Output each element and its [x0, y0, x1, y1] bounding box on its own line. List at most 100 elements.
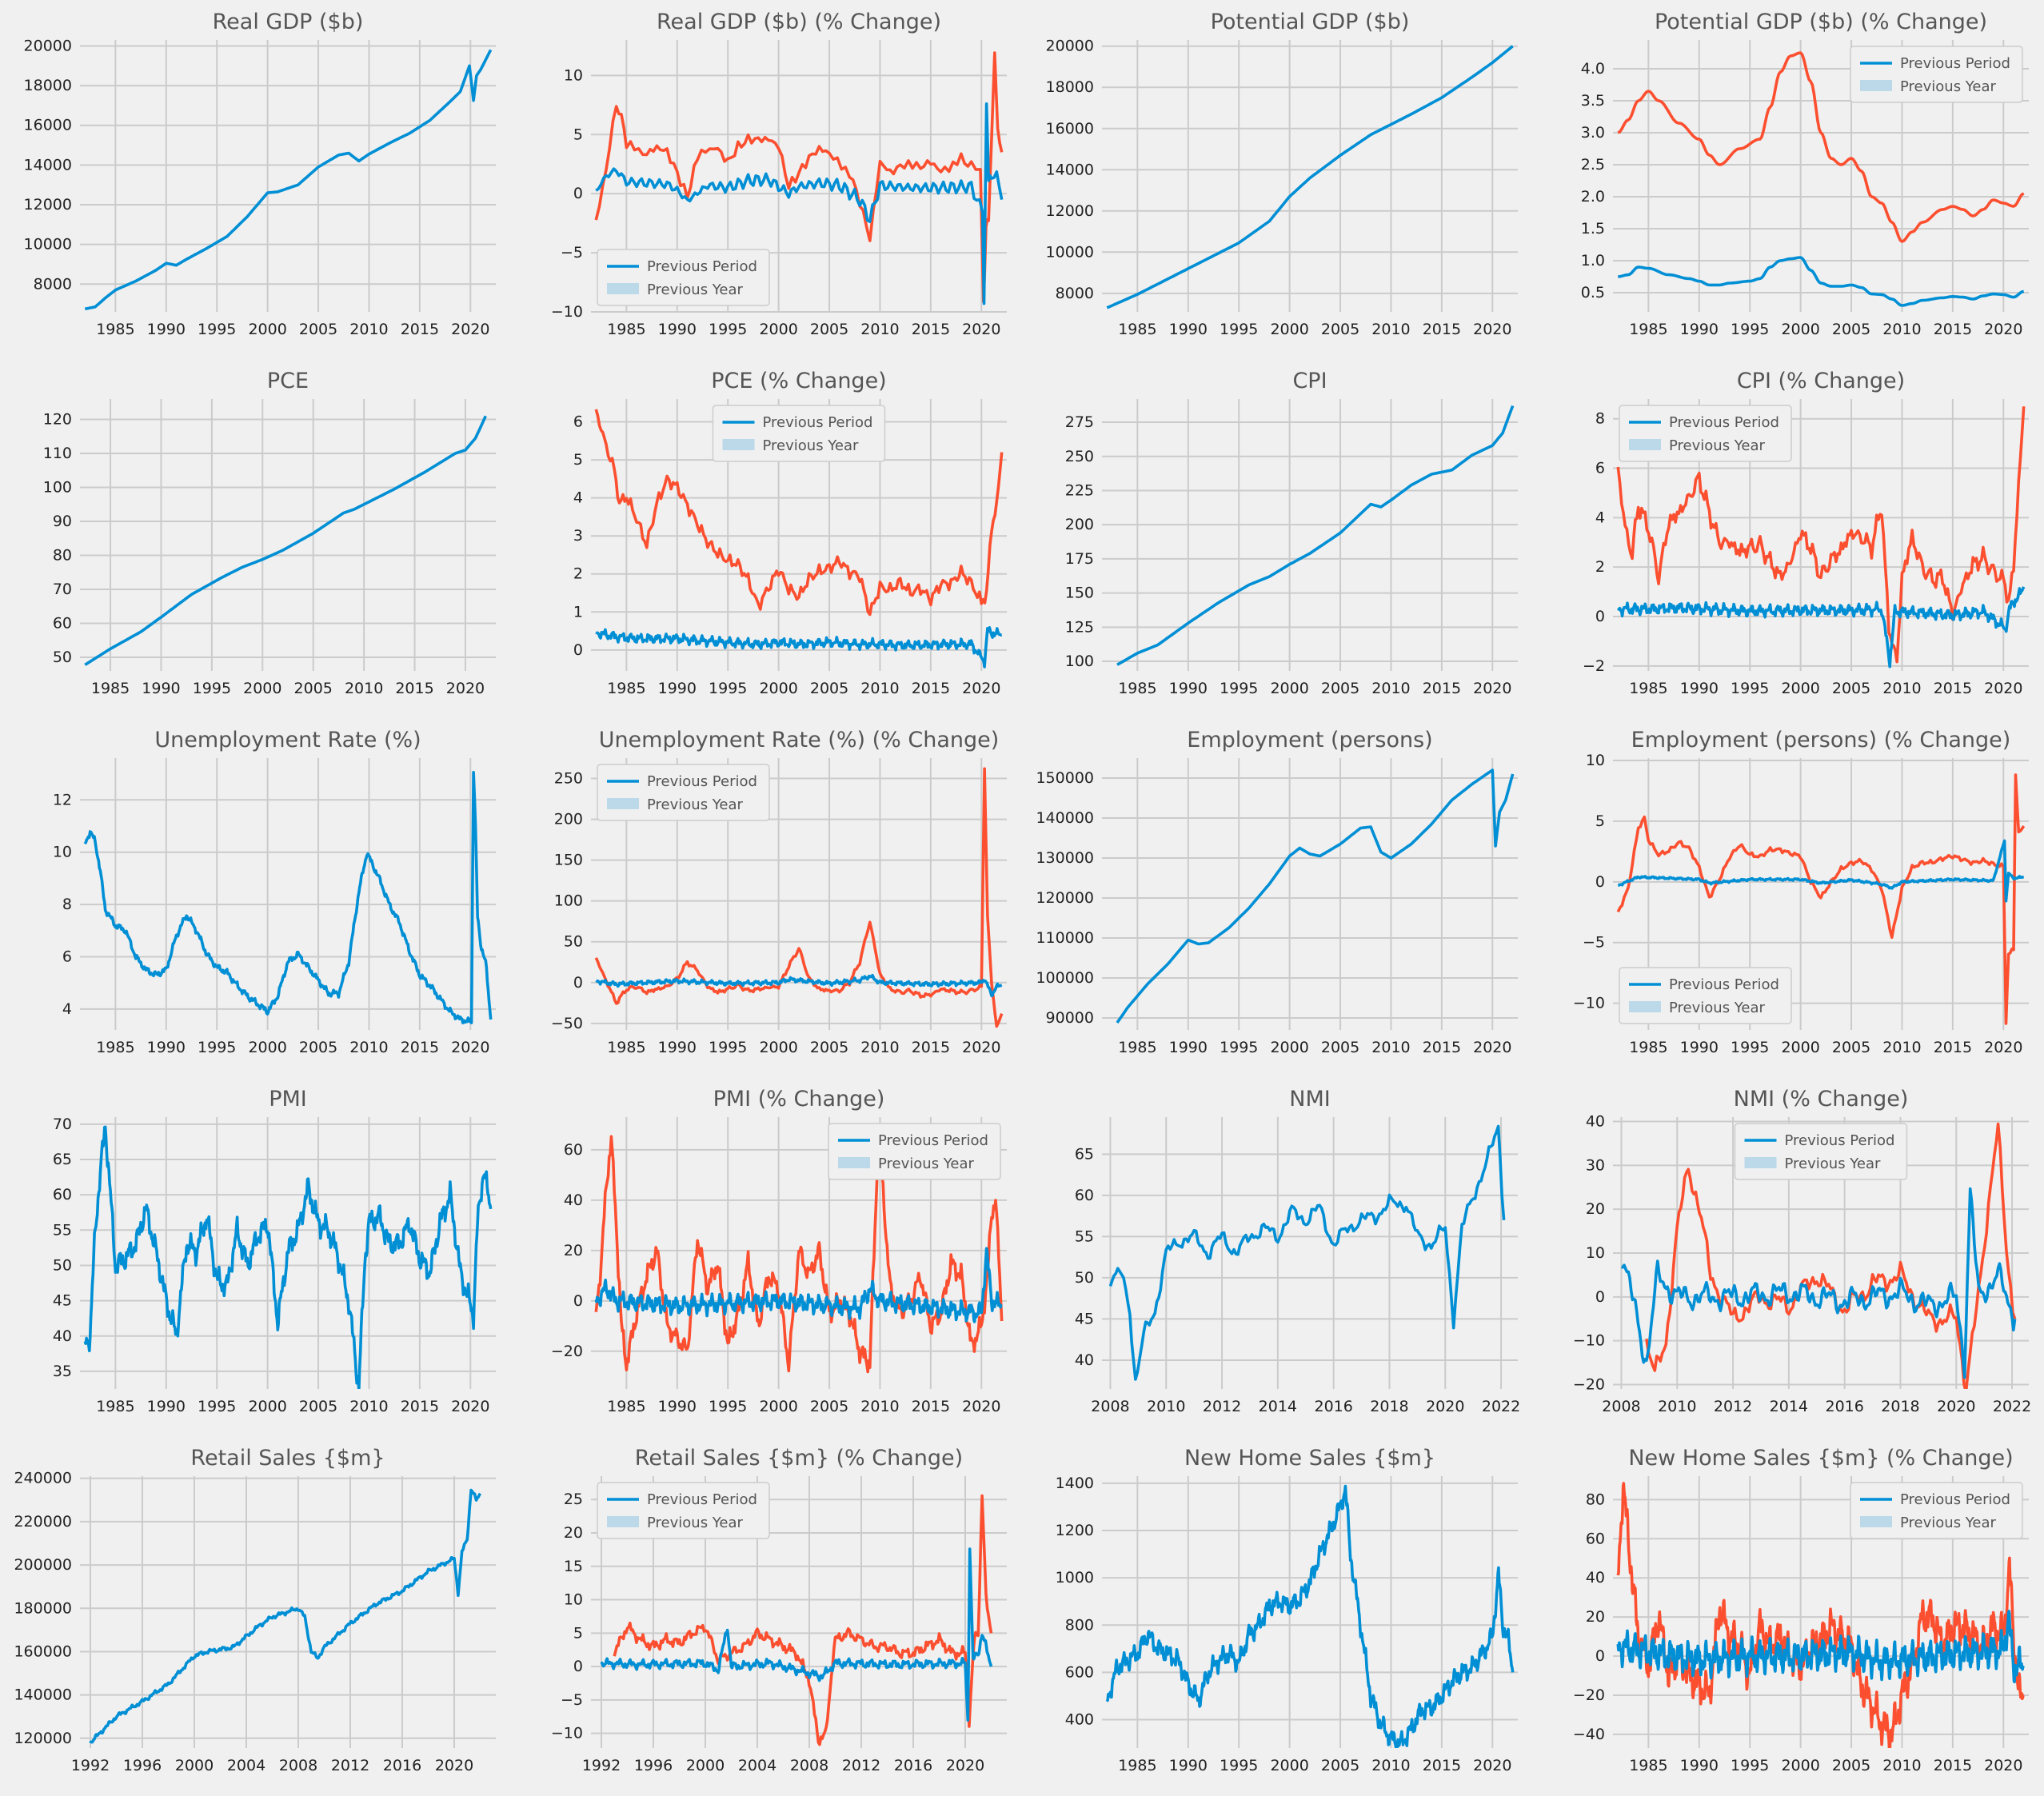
x-tick-label: 1985	[1118, 321, 1156, 338]
x-tick-label: 2000	[686, 1757, 725, 1774]
y-tick-label: −20	[1573, 1376, 1605, 1394]
series-line-real-gdp	[84, 49, 493, 311]
x-tick-label: 2022	[1482, 1398, 1520, 1415]
y-tick-label: 0	[573, 1658, 583, 1675]
y-tick-label: 2	[1595, 558, 1605, 576]
y-tick-label: 2	[573, 565, 583, 583]
chart-panel-potential-gdp: Potential GDP ($b) 1985 1990 1995 2000 2005 20…	[1022, 0, 1533, 359]
chart-panel-nmi-pct: NMI (% Change) 2008 2010 2012 2014 2016 2018 20…	[1533, 1077, 2044, 1436]
x-tick-label: 2000	[175, 1757, 214, 1774]
y-tick-label: 60	[53, 1186, 72, 1203]
series-line-previous-year	[1616, 1482, 2025, 1748]
y-tick-label: 110	[43, 445, 72, 462]
y-tick-label: 3.5	[1581, 92, 1605, 110]
chart-title: PCE (% Change)	[711, 369, 886, 393]
y-tick-label: 18000	[24, 77, 72, 94]
legend-label-previous-period: Previous Period	[647, 773, 757, 790]
legend-label-previous-period: Previous Period	[1669, 414, 1779, 431]
y-tick-label: 240000	[14, 1470, 72, 1487]
gridlines	[1102, 1476, 1518, 1748]
y-tick-label: 125	[1065, 618, 1094, 636]
x-tick-label: 2012	[842, 1757, 880, 1774]
x-tick-label: 2020	[1473, 1039, 1511, 1056]
legend: Previous Period Previous Year	[1734, 1123, 1908, 1180]
y-tick-label: 70	[53, 581, 72, 598]
x-tick-label: 2015	[401, 1398, 439, 1415]
legend-swatch-previous-year	[1629, 439, 1661, 450]
y-tick-label: 2.5	[1581, 156, 1605, 174]
cpi-pct-svg: CPI (% Change)1985 1990 1995 2000 2005 2010 20…	[1583, 369, 2029, 697]
y-tick-label: 0	[573, 185, 583, 202]
chart-title: Real GDP ($b) (% Change)	[657, 10, 941, 34]
x-tick-label: 1995	[709, 1039, 747, 1056]
x-tick-label: 1985	[607, 1039, 645, 1056]
chart-title: Real GDP ($b)	[213, 10, 364, 34]
legend-label-previous-year: Previous Year	[647, 1515, 744, 1531]
x-tick-label: 2010	[860, 321, 899, 338]
y-tick-label: 220000	[14, 1513, 72, 1531]
x-tick-label: 2000	[759, 1398, 797, 1415]
y-tick-label: 80	[1586, 1491, 1605, 1508]
legend: Previous Period Previous Year	[1850, 46, 2023, 103]
y-tick-label: 20	[1586, 1608, 1605, 1626]
x-tick-label: 1995	[193, 680, 231, 697]
series-line-previous-year	[613, 1494, 993, 1746]
y-tick-label: 65	[1075, 1145, 1094, 1163]
y-tick-label: −10	[551, 303, 583, 321]
x-tick-label: 2010	[860, 1398, 899, 1415]
y-tick-label: 1200	[1056, 1522, 1094, 1539]
chart-title: New Home Sales {$m} (% Change)	[1628, 1446, 2013, 1471]
y-tick-label: 60	[1075, 1187, 1094, 1204]
series-line-previous-year	[594, 51, 1004, 303]
chart-title: CPI (% Change)	[1737, 369, 1905, 393]
y-tick-label: 120000	[1036, 889, 1094, 907]
y-tick-label: 140000	[1036, 809, 1094, 827]
nmi-svg: NMI 2008 2010 2012 2014 2016 2018 2020 2022 40 45 5…	[1075, 1087, 1520, 1415]
y-tick-label: 4	[1595, 509, 1605, 526]
series-line-pce	[84, 415, 487, 666]
y-tick-label: 0	[1595, 1647, 1605, 1665]
y-tick-label: 20000	[24, 37, 72, 54]
legend: Previous Period Previous Year	[828, 1123, 1001, 1180]
gridlines	[80, 1476, 496, 1748]
y-tick-label: 6	[573, 413, 583, 431]
y-tick-label: −10	[1573, 1332, 1605, 1350]
y-tick-label: 100	[1065, 653, 1094, 670]
y-tick-label: 100	[554, 892, 583, 910]
legend-label-previous-year: Previous Year	[763, 437, 860, 454]
y-tick-label: 80	[53, 547, 72, 565]
x-tick-label: 1992	[71, 1757, 110, 1774]
x-tick-label: 1995	[198, 321, 236, 338]
x-tick-label: 2020	[451, 1398, 489, 1415]
x-tick-label: 2005	[810, 1398, 848, 1415]
y-tick-label: 6	[1595, 460, 1605, 477]
retail-sales-pct-svg: Retail Sales {$m} (% Change) 1992 1996 2000…	[551, 1446, 1007, 1774]
chart-title: Unemployment Rate (%) (% Change)	[599, 728, 1000, 752]
legend-swatch-previous-year	[1744, 1157, 1777, 1168]
legend: Previous Period Previous Year	[597, 764, 770, 821]
x-tick-label: 2010	[349, 321, 388, 338]
series-line-previous-period	[594, 1247, 1003, 1323]
chart-panel-retail-sales: Retail Sales {$m} 1992 1996 2000 2004 2008 201…	[0, 1436, 511, 1795]
x-tick-label: 2000	[248, 1039, 286, 1056]
y-tick-label: 18000	[1046, 78, 1094, 96]
series-line-cpi	[1116, 405, 1515, 666]
chart-title: PCE	[267, 369, 309, 393]
x-tick-label: 1990	[658, 1398, 697, 1415]
pce-svg: PCE 1985 1990 1995 2000 2005 2010 2015 2020 50 60 7…	[43, 369, 496, 697]
potential-gdp-svg: Potential GDP ($b) 1985 1990 1995 2000 2005 20…	[1046, 10, 1518, 338]
y-tick-label: 12	[53, 791, 72, 808]
x-tick-label: 1995	[1731, 1039, 1769, 1056]
legend-label-previous-period: Previous Period	[763, 414, 873, 431]
series-line-previous-year	[594, 409, 1004, 617]
retail-sales-svg: Retail Sales {$m} 1992 1996 2000 2004 2008 201…	[14, 1446, 496, 1774]
y-tick-label: 30	[1586, 1156, 1605, 1174]
y-tick-label: 0	[573, 974, 583, 992]
y-tick-label: 60	[53, 615, 72, 633]
x-tick-label: 2015	[1934, 1757, 1972, 1774]
legend-label-previous-year: Previous Year	[1669, 1000, 1766, 1016]
real-gdp-svg: Real GDP ($b) 1985 1990 1995 2000 2005 2010 201…	[24, 10, 496, 338]
y-tick-label: 10000	[1046, 243, 1094, 261]
series-line-previous-year	[594, 767, 1004, 1028]
x-tick-label: 1995	[1731, 321, 1769, 338]
